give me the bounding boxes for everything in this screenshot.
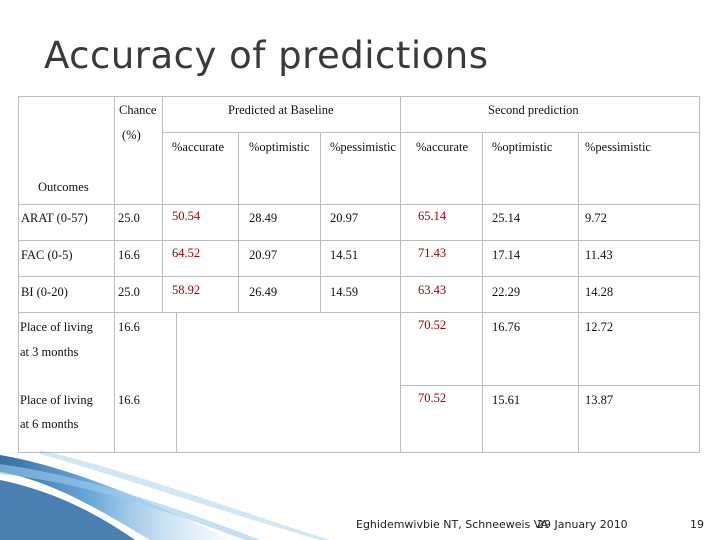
second-accurate-value: 70.52 [418, 391, 447, 405]
row-divider [400, 385, 700, 386]
column-header: %optimistic [249, 140, 310, 154]
baseline-optimistic-value: 28.49 [249, 211, 278, 225]
header-baseline-group: Predicted at Baseline [228, 103, 334, 117]
chance-value: 25.0 [118, 285, 140, 299]
outcome-label: FAC (0-5) [21, 248, 73, 262]
baseline-pessimistic-value: 14.59 [330, 285, 359, 299]
second-pessimistic-value: 9.72 [585, 211, 607, 225]
outcome-label: ARAT (0-57) [21, 211, 88, 225]
outcome-label: Place of living [20, 393, 93, 407]
table-border-bottom [18, 452, 700, 453]
row-divider [18, 204, 700, 205]
second-accurate-value: 71.43 [418, 246, 447, 260]
col-divider [400, 96, 401, 452]
header-outcomes: Outcomes [38, 180, 89, 194]
second-pessimistic-value: 11.43 [585, 248, 613, 262]
header-divider [162, 132, 700, 133]
footer-date: 29 January 2010 [537, 518, 628, 531]
col-divider [320, 132, 321, 312]
second-pessimistic-value: 13.87 [585, 393, 614, 407]
table-border-top [114, 96, 700, 97]
slide-title: Accuracy of predictions [44, 34, 489, 77]
decorative-swoosh [0, 450, 330, 540]
footer-authors: Eghidemwivbie NT, Schneeweis VA [356, 518, 549, 531]
chance-value: 16.6 [118, 248, 140, 262]
second-optimistic-value: 16.76 [492, 320, 521, 334]
second-optimistic-value: 22.29 [492, 285, 521, 299]
baseline-pessimistic-value: 20.97 [330, 211, 359, 225]
baseline-accurate-value: 64.52 [172, 246, 201, 260]
col-divider [578, 132, 579, 452]
second-accurate-value: 63.43 [418, 283, 447, 297]
chance-value: 25.0 [118, 211, 140, 225]
outcome-label: BI (0-20) [21, 285, 68, 299]
column-header: %accurate [172, 140, 225, 154]
col-divider [162, 96, 163, 312]
column-header: %accurate [416, 140, 469, 154]
second-optimistic-value: 25.14 [492, 211, 521, 225]
outcome-label-cont: at 6 months [20, 417, 79, 431]
column-header: %pessimistic [330, 140, 396, 154]
chance-value: 16.6 [118, 320, 140, 334]
baseline-pessimistic-value: 14.51 [330, 248, 359, 262]
row-divider [18, 240, 700, 241]
column-header: %optimistic [492, 140, 553, 154]
second-optimistic-value: 15.61 [492, 393, 521, 407]
baseline-optimistic-value: 26.49 [249, 285, 278, 299]
col-divider [238, 132, 239, 312]
second-optimistic-value: 17.14 [492, 248, 521, 262]
header-second-group: Second prediction [488, 103, 579, 117]
outcome-label-cont: at 3 months [20, 345, 79, 359]
row-divider [18, 276, 700, 277]
table-border-right [699, 96, 700, 452]
second-pessimistic-value: 12.72 [585, 320, 614, 334]
baseline-accurate-value: 50.54 [172, 209, 201, 223]
baseline-optimistic-value: 20.97 [249, 248, 278, 262]
baseline-accurate-value: 58.92 [172, 283, 201, 297]
outcome-label: Place of living [20, 320, 93, 334]
column-header: %pessimistic [585, 140, 651, 154]
chance-value: 16.6 [118, 393, 140, 407]
table-border-left [18, 96, 19, 452]
table-border-top-left [18, 96, 114, 97]
second-accurate-value: 65.14 [418, 209, 447, 223]
header-chance-unit: (%) [122, 128, 141, 142]
second-pessimistic-value: 14.28 [585, 285, 614, 299]
col-divider [114, 96, 115, 452]
page-number: 19 [690, 518, 704, 531]
col-divider [482, 132, 483, 452]
header-chance: Chance [119, 103, 157, 117]
second-accurate-value: 70.52 [418, 318, 447, 332]
row-divider [18, 312, 700, 313]
col-divider [176, 312, 177, 452]
predictions-table [18, 96, 700, 453]
